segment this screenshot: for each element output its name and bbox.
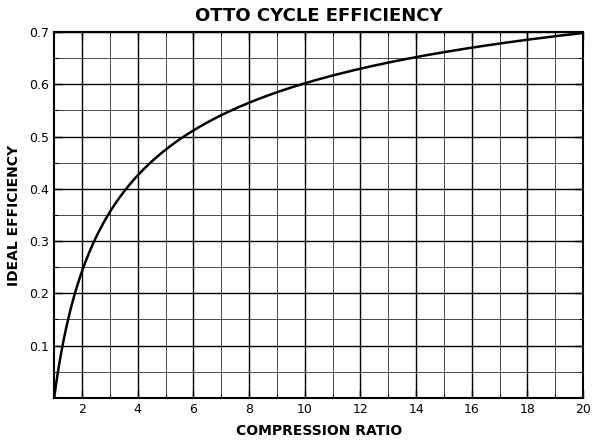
Title: OTTO CYCLE EFFICIENCY: OTTO CYCLE EFFICIENCY bbox=[195, 7, 443, 25]
Y-axis label: IDEAL EFFICIENCY: IDEAL EFFICIENCY bbox=[7, 144, 21, 286]
X-axis label: COMPRESSION RATIO: COMPRESSION RATIO bbox=[236, 424, 402, 438]
